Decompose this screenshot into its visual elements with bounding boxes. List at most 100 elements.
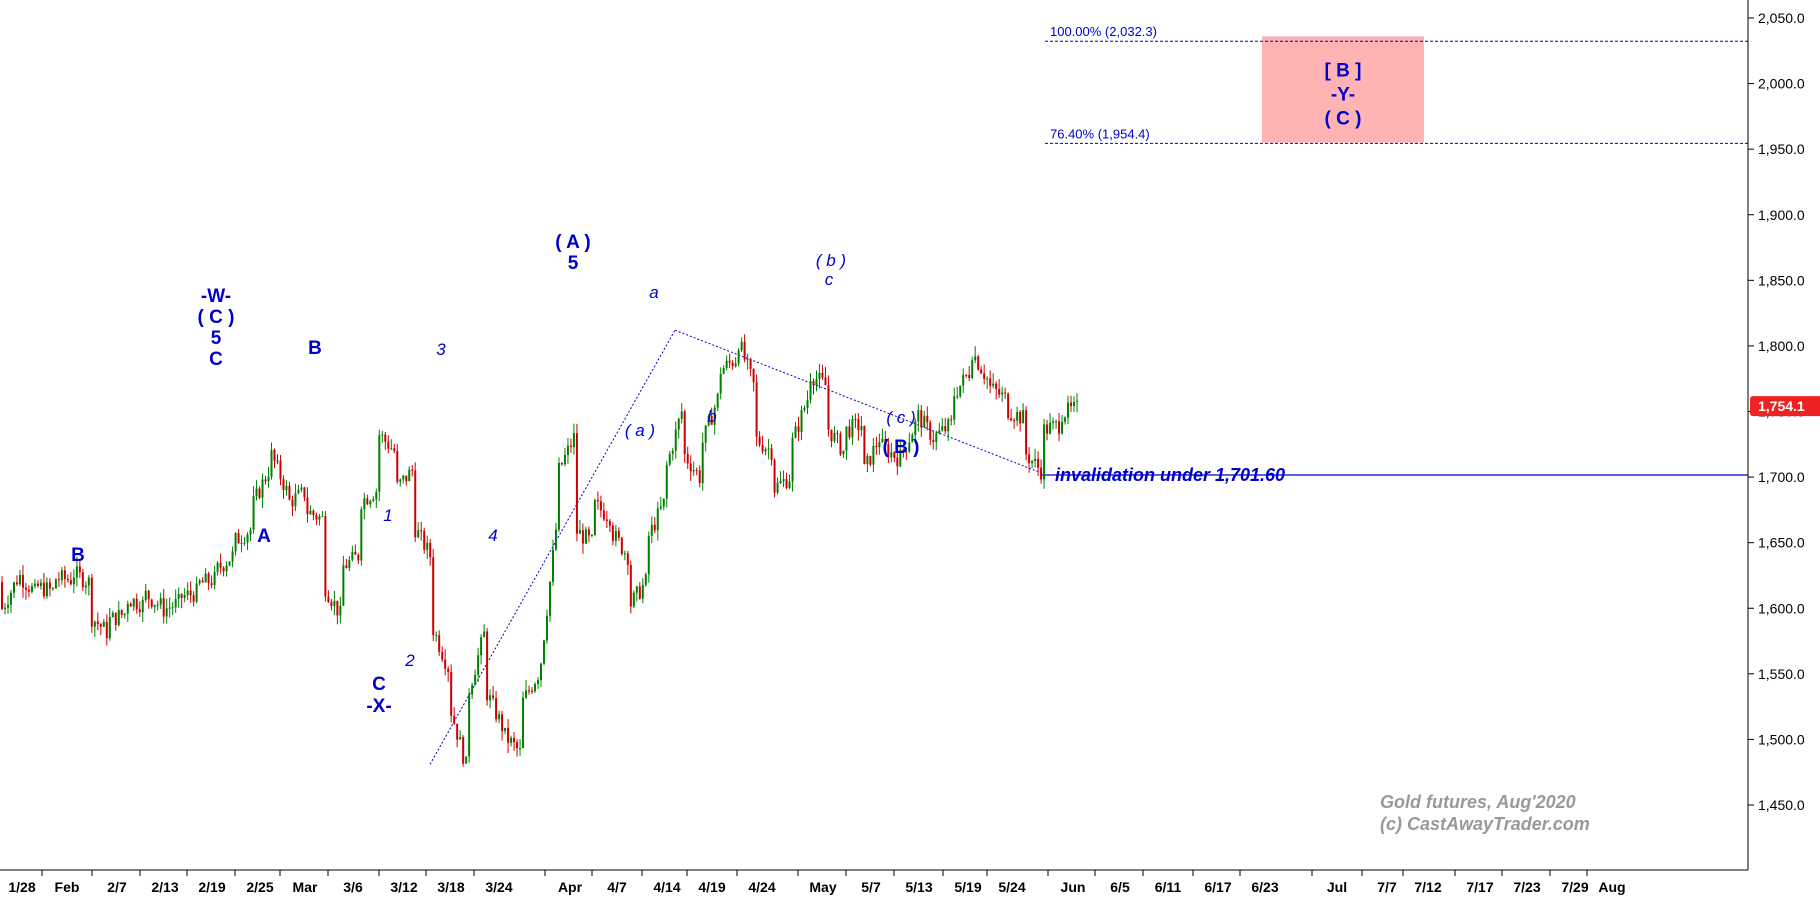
candle-body <box>540 663 542 680</box>
candle-body <box>165 608 168 617</box>
candle-body <box>785 479 788 488</box>
candle-body <box>572 433 575 447</box>
candle-body <box>755 382 758 437</box>
candle-body <box>1034 458 1037 461</box>
candle-body <box>30 586 33 592</box>
y-tick-label: 2,050.0 <box>1758 10 1805 26</box>
candle-body <box>632 592 635 607</box>
candle-body <box>974 356 977 361</box>
wave-label: ( c ) <box>886 408 915 427</box>
candle-body <box>66 579 69 581</box>
wave-label: C <box>372 674 386 695</box>
candle-body <box>992 383 995 386</box>
candle-body <box>758 436 761 445</box>
candle-body <box>348 559 351 569</box>
candle-body <box>782 479 785 482</box>
fib-level-label: 100.00% (2,032.3) <box>1050 24 1157 39</box>
candle-body <box>893 452 896 458</box>
candle-body <box>836 432 839 434</box>
wave-label: B <box>308 338 322 359</box>
candle-body <box>794 426 797 438</box>
candle-body <box>710 415 713 425</box>
invalidation-label: invalidation under 1,701.60 <box>1055 465 1285 485</box>
candle-body <box>411 469 414 471</box>
candle-body <box>902 449 905 452</box>
candle-body <box>444 659 447 669</box>
candle-body <box>156 604 159 606</box>
candle-body <box>114 612 117 626</box>
candle-body <box>935 433 938 443</box>
candle-body <box>375 491 378 500</box>
candle-body <box>249 529 252 535</box>
wave-label: c <box>825 270 834 289</box>
y-tick-label: 2,000.0 <box>1758 76 1805 92</box>
candle-body <box>393 448 396 451</box>
y-tick-label: 1,500.0 <box>1758 731 1805 747</box>
x-tick-label: 4/19 <box>698 879 725 895</box>
candle-body <box>839 433 842 455</box>
candle-body <box>339 605 342 616</box>
candle-body <box>1001 392 1004 395</box>
candle-body <box>743 341 746 360</box>
candle-body <box>534 684 537 692</box>
candle-body <box>878 442 881 448</box>
candle-body <box>312 510 315 516</box>
x-tick-label: 3/18 <box>437 879 464 895</box>
candle-body <box>381 434 384 436</box>
candle-body <box>321 516 324 518</box>
target-box <box>1262 36 1424 143</box>
candle-body <box>1061 421 1064 434</box>
candle-body <box>995 383 998 390</box>
candle-body <box>680 411 683 419</box>
candle-body <box>42 582 45 597</box>
candle-body <box>372 499 375 502</box>
candle-body <box>333 600 336 606</box>
candle-body <box>857 419 860 431</box>
candle-body <box>99 624 102 627</box>
candle-body <box>761 444 764 452</box>
candle-body <box>773 459 776 493</box>
candle-body <box>560 462 563 465</box>
candle-body <box>414 470 417 538</box>
candle-body <box>360 509 363 561</box>
candle-body <box>480 637 483 656</box>
x-tick-label: 7/23 <box>1513 879 1540 895</box>
wave-label: b <box>707 407 716 426</box>
candle-body <box>453 715 456 724</box>
candle-body <box>635 586 638 593</box>
candle-body <box>1070 402 1073 407</box>
candle-body <box>225 565 228 572</box>
x-tick-label: 7/17 <box>1466 879 1493 895</box>
wave-label: 3 <box>436 340 446 359</box>
y-tick-label: 1,900.0 <box>1758 207 1805 223</box>
candle-body <box>474 674 477 686</box>
candle-body <box>596 499 599 502</box>
candle-body <box>728 360 731 363</box>
candle-body <box>764 449 767 452</box>
candle-body <box>1064 417 1067 422</box>
candle-body <box>638 586 641 599</box>
candle-body <box>369 501 372 505</box>
candle-body <box>213 571 216 586</box>
candle-body <box>507 727 510 743</box>
x-tick-label: May <box>809 879 836 895</box>
candle-body <box>824 377 827 386</box>
candle-body <box>18 575 21 585</box>
candle-body <box>522 697 525 748</box>
candle-body <box>15 582 18 585</box>
candle-body <box>881 438 884 443</box>
candle-body <box>827 385 830 430</box>
candle-body <box>956 396 959 398</box>
candle-body <box>168 607 171 609</box>
candle-body <box>9 592 12 605</box>
candle-body <box>435 635 438 637</box>
candle-body <box>408 469 411 482</box>
candle-body <box>830 429 833 442</box>
candle-body <box>806 399 809 408</box>
candle-body <box>93 621 96 627</box>
y-axis: 1,450.0 1,500.0 1,550.0 1,600.0 1,650.0 1,700… <box>1747 0 1820 870</box>
x-tick-label: 1/28 <box>8 879 35 895</box>
candle-body <box>366 498 369 505</box>
candle-body <box>150 599 153 607</box>
